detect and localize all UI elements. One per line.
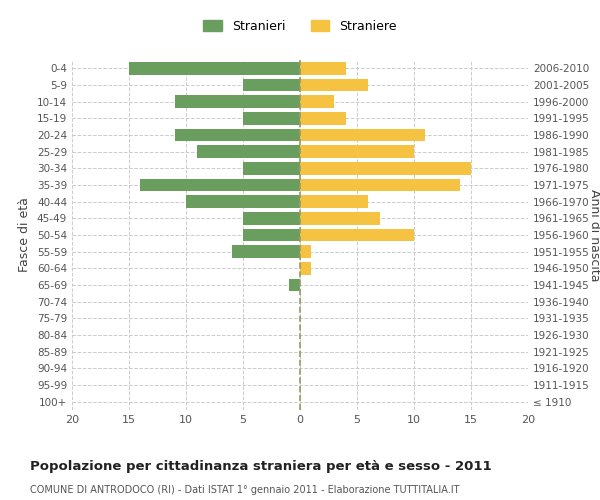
- Text: COMUNE DI ANTRODOCO (RI) - Dati ISTAT 1° gennaio 2011 - Elaborazione TUTTITALIA.: COMUNE DI ANTRODOCO (RI) - Dati ISTAT 1°…: [30, 485, 460, 495]
- Bar: [300, 78, 368, 91]
- Bar: [243, 212, 300, 224]
- Bar: [140, 179, 300, 191]
- Bar: [232, 246, 300, 258]
- Y-axis label: Anni di nascita: Anni di nascita: [588, 188, 600, 281]
- Bar: [300, 212, 380, 224]
- Bar: [300, 262, 311, 274]
- Bar: [300, 196, 368, 208]
- Bar: [300, 96, 334, 108]
- Bar: [300, 162, 471, 174]
- Bar: [243, 162, 300, 174]
- Y-axis label: Fasce di età: Fasce di età: [19, 198, 31, 272]
- Bar: [197, 146, 300, 158]
- Bar: [243, 229, 300, 241]
- Legend: Stranieri, Straniere: Stranieri, Straniere: [198, 14, 402, 38]
- Bar: [300, 246, 311, 258]
- Bar: [175, 96, 300, 108]
- Bar: [129, 62, 300, 74]
- Bar: [243, 112, 300, 124]
- Bar: [300, 112, 346, 124]
- Text: Popolazione per cittadinanza straniera per età e sesso - 2011: Popolazione per cittadinanza straniera p…: [30, 460, 491, 473]
- Bar: [300, 229, 414, 241]
- Bar: [300, 179, 460, 191]
- Bar: [300, 128, 425, 141]
- Bar: [186, 196, 300, 208]
- Bar: [175, 128, 300, 141]
- Bar: [300, 146, 414, 158]
- Bar: [289, 279, 300, 291]
- Bar: [300, 62, 346, 74]
- Bar: [243, 78, 300, 91]
